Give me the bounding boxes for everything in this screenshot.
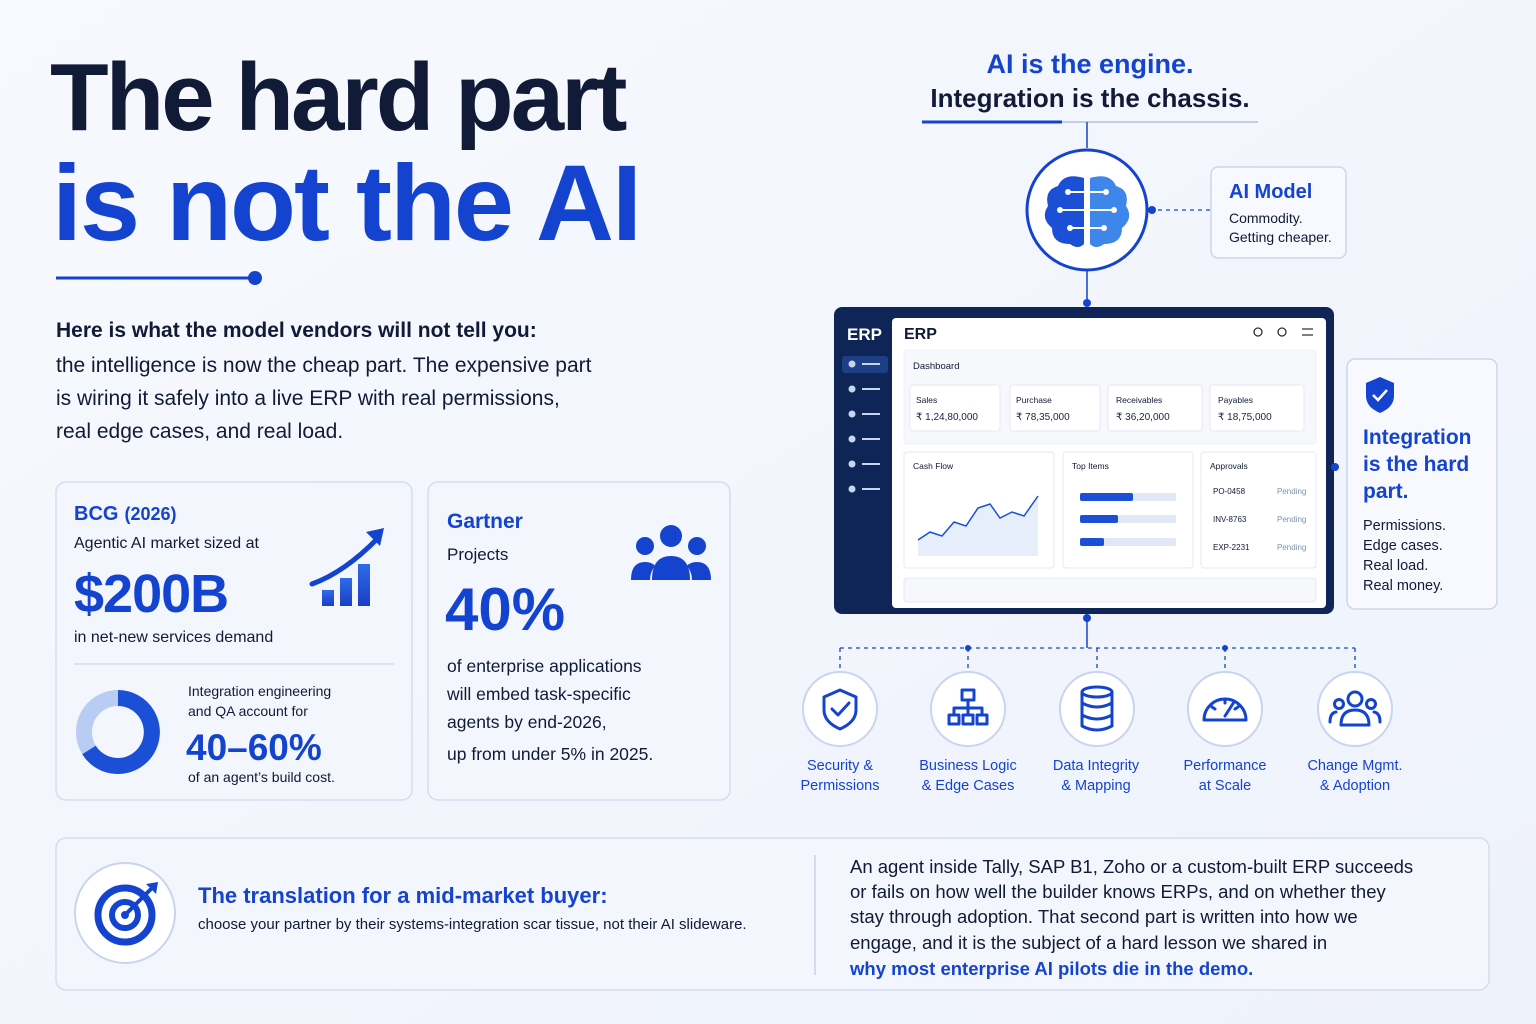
pillar-label: & Adoption: [1320, 778, 1390, 794]
kpi-value: ₹ 18,75,000: [1218, 412, 1272, 423]
top-items-label: Top Items: [1072, 461, 1109, 471]
pillar-label: & Mapping: [1061, 778, 1130, 794]
approval-id: EXP-2231: [1213, 543, 1250, 552]
erp-title: ERP: [904, 326, 937, 343]
bcg-source: BCG (2026): [74, 503, 176, 525]
integration-line: Edge cases.: [1363, 538, 1443, 554]
pillar-security: [802, 671, 878, 747]
people-icon: [631, 525, 711, 580]
integration-line: Real money.: [1363, 578, 1443, 594]
approval-id: PO-0458: [1213, 487, 1246, 496]
integration-line: Permissions.: [1363, 518, 1446, 534]
tagline-1: AI is the engine.: [986, 49, 1193, 79]
headline-rule: [56, 271, 262, 285]
pillar-performance: [1187, 671, 1263, 747]
footer-line: stay through adoption. That second part …: [850, 906, 1358, 927]
gartner-card: [427, 481, 731, 801]
headline-line2: is not the AI: [52, 142, 640, 263]
tagline-rule: [922, 120, 1258, 148]
ai-brain-node: [1025, 148, 1211, 307]
gartner-line: agents by end-2026,: [447, 712, 607, 732]
bcg-share-sub: of an agent’s build cost.: [188, 769, 335, 785]
pillar-label: at Scale: [1199, 778, 1251, 794]
footer-link[interactable]: why most enterprise AI pilots die in the…: [849, 958, 1253, 979]
integration-title: part.: [1363, 480, 1409, 503]
pillar-label: & Edge Cases: [922, 778, 1015, 794]
approvals-label: Approvals: [1210, 461, 1248, 471]
footer-sub: choose your partner by their systems-int…: [198, 916, 747, 933]
pillar-label: Business Logic: [919, 758, 1017, 774]
headline-line1: The hard part: [50, 44, 626, 151]
bcg-label: Agentic AI market sized at: [74, 535, 260, 552]
integration-title: is the hard: [1363, 453, 1469, 476]
approval-id: INV-8763: [1213, 515, 1247, 524]
kpi-value: ₹ 1,24,80,000: [916, 412, 978, 423]
approval-status: Pending: [1277, 487, 1306, 496]
top-items-bars: [1080, 493, 1176, 546]
growth-icon: [309, 528, 384, 606]
ai-model-line: Commodity.: [1229, 210, 1303, 226]
kpi-label: Payables: [1218, 395, 1253, 405]
approval-status: Pending: [1277, 515, 1306, 524]
bcg-share: 40–60%: [186, 727, 322, 768]
bcg-share-line: and QA account for: [188, 703, 308, 719]
gartner-source: Gartner: [447, 510, 523, 533]
intro-line: real edge cases, and real load.: [56, 420, 343, 443]
pillar-label: Change Mgmt.: [1307, 758, 1402, 774]
ai-model-box: [1210, 166, 1347, 259]
gartner-value: 40%: [445, 576, 565, 643]
kpi-value: ₹ 78,35,000: [1016, 412, 1070, 423]
erp-sidebar-menu: [842, 356, 888, 493]
footer-line: engage, and it is the subject of a hard …: [850, 932, 1327, 953]
integration-line: Real load.: [1363, 558, 1428, 574]
gartner-line: will embed task-specific: [446, 684, 631, 704]
erp-sidebar-title: ERP: [847, 325, 882, 344]
pillar-label: Permissions: [801, 778, 880, 794]
pillar-data: [1059, 671, 1135, 747]
donut-icon: [76, 690, 160, 774]
intro-line: the intelligence is now the cheap part. …: [56, 354, 592, 377]
erp-dashboard-label: Dashboard: [913, 361, 959, 372]
bcg-sub: in net-new services demand: [74, 629, 273, 646]
footer-line: or fails on how well the builder knows E…: [850, 881, 1387, 902]
integration-title: Integration: [1363, 426, 1472, 449]
bcg-share-line: Integration engineering: [188, 683, 331, 699]
pillar-label: Data Integrity: [1053, 758, 1140, 774]
pillar-label: Security &: [807, 758, 873, 774]
approval-status: Pending: [1277, 543, 1306, 552]
pillar-connectors: [839, 614, 1356, 668]
footer-title: The translation for a mid-market buyer:: [198, 883, 608, 908]
bcg-source-name: BCG: [74, 503, 118, 525]
footer-line: An agent inside Tally, SAP B1, Zoho or a…: [850, 856, 1413, 877]
kpi-label: Receivables: [1116, 395, 1162, 405]
intro-line: is wiring it safely into a live ERP with…: [56, 387, 560, 410]
pillar-label: Performance: [1183, 758, 1266, 774]
gartner-label: Projects: [447, 545, 508, 564]
kpi-value: ₹ 36,20,000: [1116, 412, 1170, 423]
ai-model-line: Getting cheaper.: [1229, 229, 1332, 245]
intro-lead: Here is what the model vendors will not …: [56, 319, 537, 342]
gartner-line: of enterprise applications: [447, 656, 642, 676]
ai-model-title: AI Model: [1229, 181, 1312, 203]
bcg-value: $200B: [74, 564, 228, 624]
kpi-label: Purchase: [1016, 395, 1052, 405]
tagline-2: Integration is the chassis.: [930, 83, 1249, 113]
bcg-year: (2026): [124, 504, 176, 524]
kpi-label: Sales: [916, 395, 937, 405]
integration-box: [1346, 358, 1498, 610]
cash-flow-sparkline: [917, 495, 1039, 556]
erp-toolbar-icons: [1253, 327, 1313, 337]
cash-flow-label: Cash Flow: [913, 461, 954, 471]
pillar-logic: [930, 671, 1006, 747]
footer-card: [55, 837, 1490, 991]
gartner-tail: up from under 5% in 2025.: [447, 744, 653, 764]
integration-shield: [1331, 377, 1394, 471]
target-icon: [74, 862, 176, 964]
pillar-change: [1317, 671, 1393, 747]
erp-kpi-cards: [909, 384, 1305, 432]
